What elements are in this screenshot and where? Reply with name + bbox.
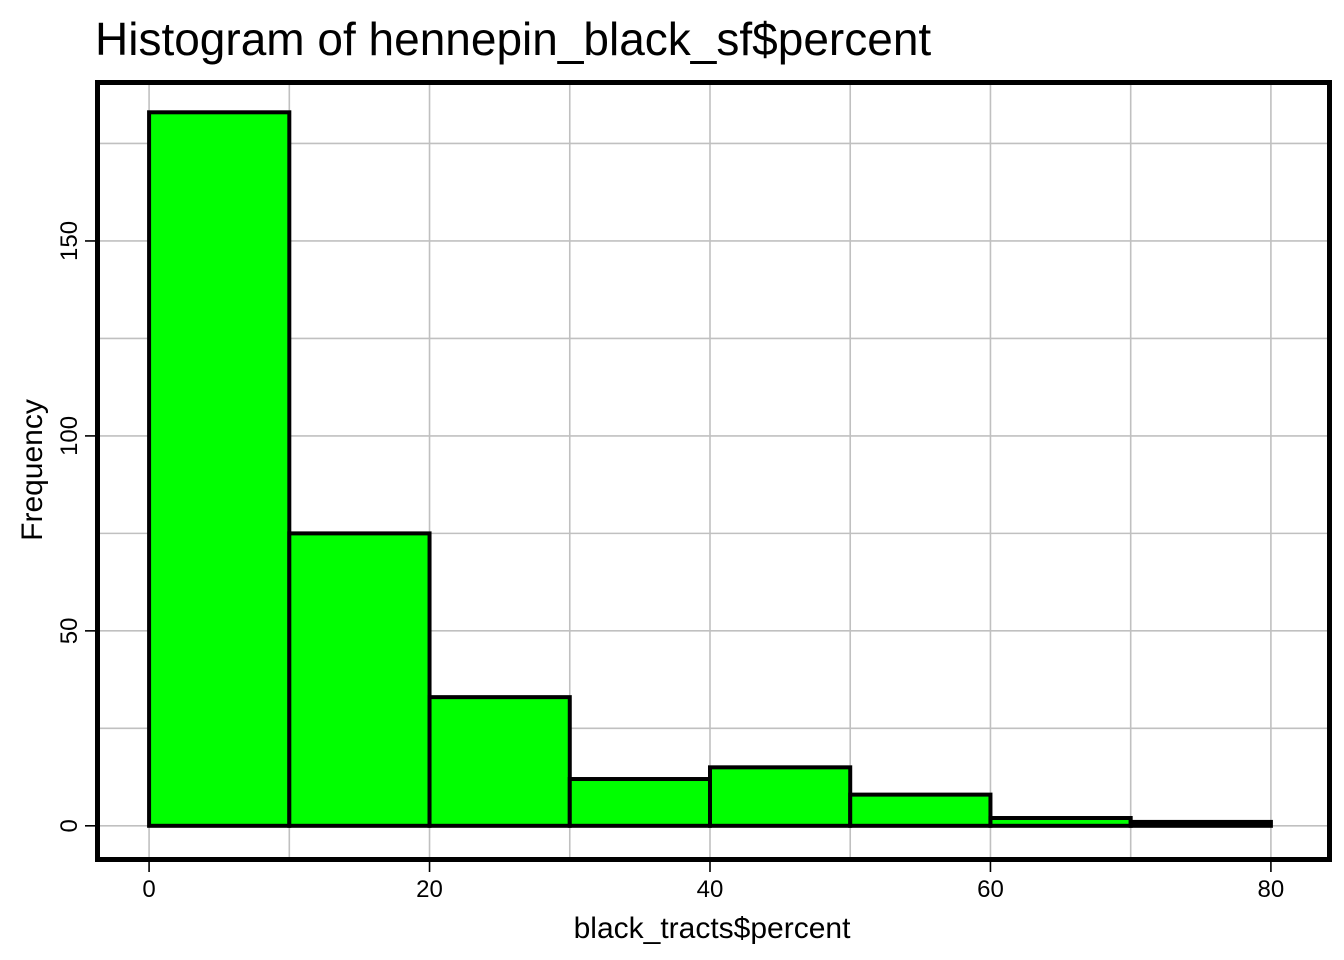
- x-tick-label: 0: [142, 876, 155, 903]
- histogram-bar: [427, 695, 572, 828]
- histogram-bar: [567, 777, 712, 828]
- histogram-bar: [287, 531, 432, 828]
- x-tick-label: 60: [977, 876, 1004, 903]
- y-tick-label: 50: [56, 618, 83, 645]
- y-tick-label: 150: [56, 221, 83, 261]
- histogram-bar: [1128, 819, 1273, 828]
- histogram-bar: [848, 792, 993, 828]
- histogram-bar: [988, 816, 1133, 828]
- chart-title: Histogram of hennepin_black_sf$percent: [95, 13, 931, 65]
- x-tick-label: 40: [697, 876, 724, 903]
- x-tick-label: 20: [416, 876, 443, 903]
- histogram-bar: [707, 765, 853, 828]
- y-tick-label: 0: [56, 819, 83, 832]
- axis-ticks: 0 20 40 60 80 0 50 100 150: [56, 221, 1284, 903]
- y-axis-label: Frequency: [16, 399, 49, 541]
- histogram-bar: [147, 110, 292, 828]
- x-tick-label: 80: [1258, 876, 1285, 903]
- x-axis-label: black_tracts$percent: [574, 912, 851, 945]
- plot-frame: [95, 80, 1332, 862]
- histogram-bars: [147, 110, 1273, 828]
- y-tick-label: 100: [56, 416, 83, 456]
